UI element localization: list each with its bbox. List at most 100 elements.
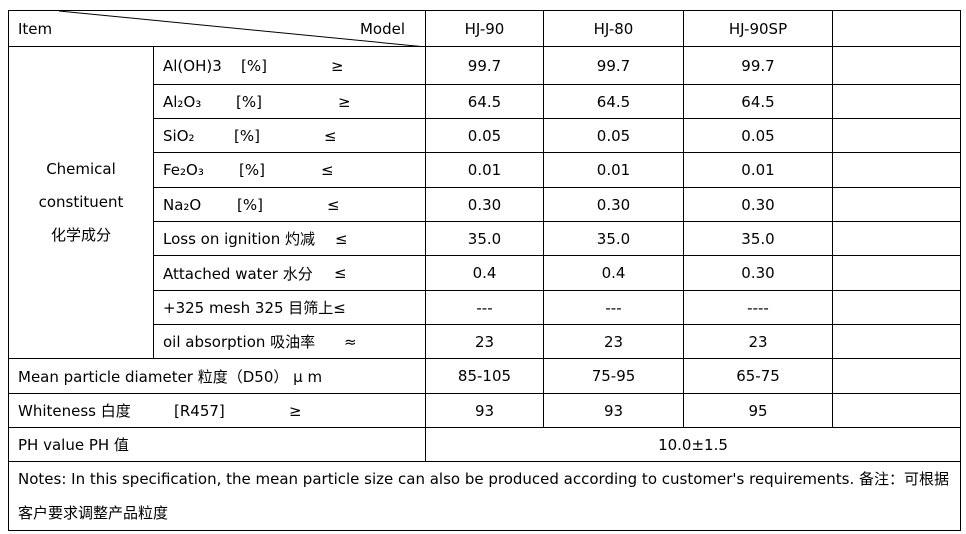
property-sign: ≤ [335, 229, 348, 248]
property-label: Al₂O₃ [%] ≥ [153, 84, 426, 119]
property-sign: ≥ [338, 92, 351, 111]
empty-cell [832, 152, 961, 188]
property-unit: [%] [241, 56, 267, 75]
spec-value: 0.30 [683, 187, 833, 222]
property-label: Fe₂O₃ [%] ≤ [153, 152, 426, 188]
spec-value: 0.05 [543, 118, 684, 153]
header-item: Item [18, 19, 53, 38]
spec-value: 0.4 [543, 255, 684, 291]
spec-value: 85-105 [425, 358, 544, 394]
spec-value: 93 [543, 393, 684, 428]
group-line: Chemical [46, 160, 116, 178]
spec-value: 64.5 [425, 84, 544, 119]
property-unit: [%] [234, 126, 260, 145]
table-row: Fe₂O₃ [%] ≤0.01 0.01 0.01 [9, 152, 961, 188]
property-label: SiO₂ [%] ≤ [153, 118, 426, 153]
property-unit: [%] [239, 161, 265, 179]
empty-cell [832, 255, 961, 291]
spec-value: 35.0 [425, 221, 544, 256]
empty-cell [832, 290, 961, 325]
spec-value: 99.7 [683, 46, 833, 85]
table-row: Notes: In this specification, the mean p… [8, 461, 961, 531]
property-name: SiO₂ [163, 126, 195, 145]
property-name: Whiteness 白度 [18, 402, 131, 420]
property-label: +325 mesh 325 目筛上≤ [153, 290, 426, 325]
property-unit: [R457] [174, 401, 225, 420]
spec-value: 0.4 [425, 255, 544, 291]
spec-value: --- [425, 290, 544, 325]
property-name: Al₂O₃ [163, 92, 202, 111]
property-label: Mean particle diameter 粒度（D50） μ m [8, 358, 426, 394]
spec-value: 95 [683, 393, 833, 428]
empty-cell [832, 118, 961, 153]
spec-value: 65-75 [683, 358, 833, 394]
table-row: Na₂O [%] ≤0.30 0.30 0.30 [9, 187, 961, 222]
table-row: Whiteness 白度 [R457] ≥93 93 95 [8, 393, 961, 428]
spec-value: 35.0 [543, 221, 684, 256]
property-name: Al(OH)3 [163, 56, 222, 75]
spec-value: 35.0 [683, 221, 833, 256]
table-row: Chemical constituent 化学成分 Al(OH)3 [%] ≥99.7 99… [8, 46, 961, 359]
table-row: oil absorption 吸油率 ≈23 23 23 [9, 324, 961, 359]
spec-value: ---- [683, 290, 833, 325]
spec-value: 0.01 [543, 152, 684, 188]
empty-cell [832, 10, 961, 47]
spec-value: 0.30 [425, 187, 544, 222]
empty-cell [832, 324, 961, 359]
property-name: Fe₂O₃ [163, 161, 204, 179]
group-line: 化学成分 [50, 226, 111, 244]
empty-cell [832, 393, 961, 428]
spec-value: 23 [683, 324, 833, 359]
property-label: Loss on ignition 灼减 ≤ [153, 221, 426, 256]
spec-value: 23 [425, 324, 544, 359]
group-label: Chemical constituent 化学成分 [8, 46, 154, 359]
empty-cell [832, 84, 961, 119]
property-sign: ≤ [324, 126, 337, 145]
property-label: oil absorption 吸油率 ≈ [153, 324, 426, 359]
table-row: Item Model HJ-90 HJ-80 HJ-90SP [8, 10, 961, 47]
notes: Notes: In this specification, the mean p… [8, 461, 961, 531]
spec-value: 99.7 [425, 46, 544, 85]
spec-value: 64.5 [683, 84, 833, 119]
property-name: oil absorption 吸油率 [163, 333, 316, 351]
property-sign: ≥ [331, 56, 344, 75]
property-sign: ≈ [344, 332, 357, 351]
spec-value: 75-95 [543, 358, 684, 394]
spec-value: 0.30 [683, 255, 833, 291]
table-row: +325 mesh 325 目筛上≤ --- --- ---- [9, 290, 961, 325]
property-name: +325 mesh 325 目筛上≤ [163, 299, 346, 317]
header-item-model: Item Model [8, 10, 426, 47]
spec-value: 0.05 [683, 118, 833, 153]
property-unit: [%] [237, 195, 263, 214]
spec-value: 23 [543, 324, 684, 359]
diagonal-line [58, 11, 416, 46]
group-line: constituent [38, 193, 124, 211]
spec-value: 0.30 [543, 187, 684, 222]
property-label: Al(OH)3 [%] ≥ [153, 46, 426, 85]
property-unit: [%] [236, 92, 262, 111]
table-row: Al₂O₃ [%] ≥64.5 64.5 64.5 [9, 84, 961, 119]
empty-cell [832, 221, 961, 256]
spec-value: 64.5 [543, 84, 684, 119]
spec-value: 99.7 [543, 46, 684, 85]
table-row: Mean particle diameter 粒度（D50） μ m 85-105… [8, 358, 961, 394]
property-name: Attached water 水分 [163, 264, 313, 283]
model-name: HJ-90SP [683, 10, 833, 47]
table-row: Attached water 水分 ≤0.4 0.4 0.30 [9, 255, 961, 291]
property-sign: ≥ [289, 401, 302, 420]
header-model: Model [359, 19, 405, 38]
spec-value: 93 [425, 393, 544, 428]
empty-cell [832, 187, 961, 222]
spec-value: 10.0±1.5 [425, 427, 961, 462]
spec-value: 0.05 [425, 118, 544, 153]
spec-value: --- [543, 290, 684, 325]
model-name: HJ-80 [543, 10, 684, 47]
property-label: Attached water 水分 ≤ [153, 255, 426, 291]
spec-sheet: Item Model HJ-90 HJ-80 HJ-90SP Chemical consti… [8, 10, 961, 531]
empty-cell [832, 358, 961, 394]
spec-table: Item Model HJ-90 HJ-80 HJ-90SP Chemical consti… [8, 10, 961, 531]
property-label: Whiteness 白度 [R457] ≥ [8, 393, 426, 428]
property-sign: ≤ [321, 161, 334, 179]
property-sign: ≤ [327, 195, 340, 214]
property-name: Loss on ignition 灼减 [163, 230, 315, 248]
